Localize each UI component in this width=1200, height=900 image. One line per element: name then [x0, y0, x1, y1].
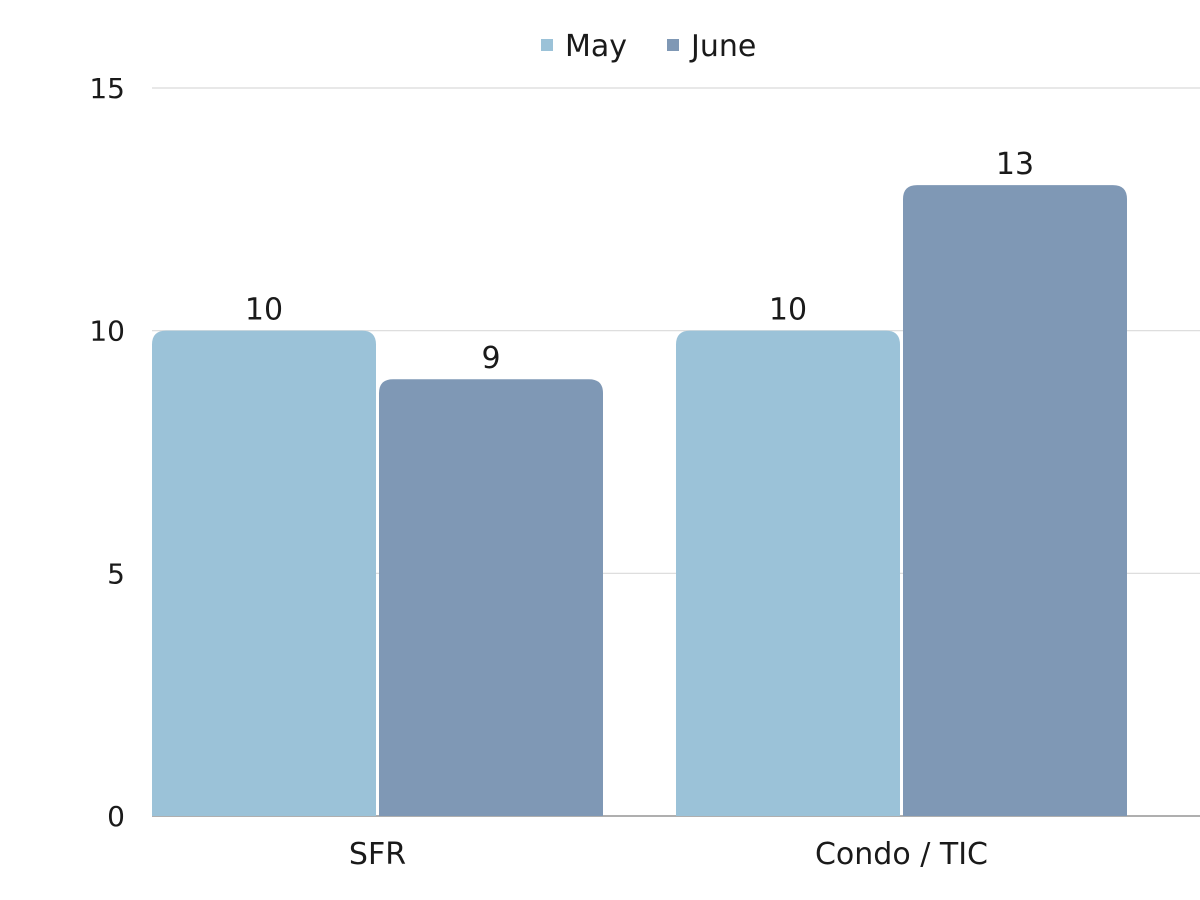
bars	[152, 185, 1127, 817]
y-tick-label: 10	[89, 315, 125, 348]
y-tick-label: 0	[107, 800, 125, 833]
bar-june-2	[903, 185, 1127, 817]
data-label: 10	[769, 293, 807, 328]
data-labels: 10 9 10 13	[245, 147, 1034, 376]
y-axis-ticks: 0 5 10 15	[89, 72, 125, 833]
data-label: 9	[481, 341, 500, 376]
data-label: 10	[245, 293, 283, 328]
bar-june-1	[379, 379, 603, 816]
legend-swatch-june	[667, 39, 679, 51]
legend-label-may: May	[565, 29, 627, 64]
y-tick-label: 15	[89, 72, 125, 105]
legend: May June	[541, 29, 756, 64]
data-label: 13	[996, 147, 1034, 182]
x-axis-labels: SFR Condo / TIC	[349, 837, 988, 872]
bar-may-2	[676, 330, 900, 816]
bar-may-1	[152, 330, 376, 816]
legend-swatch-may	[541, 39, 553, 51]
x-tick-label: SFR	[349, 837, 406, 872]
x-tick-label: Condo / TIC	[815, 837, 988, 872]
y-tick-label: 5	[107, 557, 125, 590]
legend-label-june: June	[689, 29, 756, 64]
